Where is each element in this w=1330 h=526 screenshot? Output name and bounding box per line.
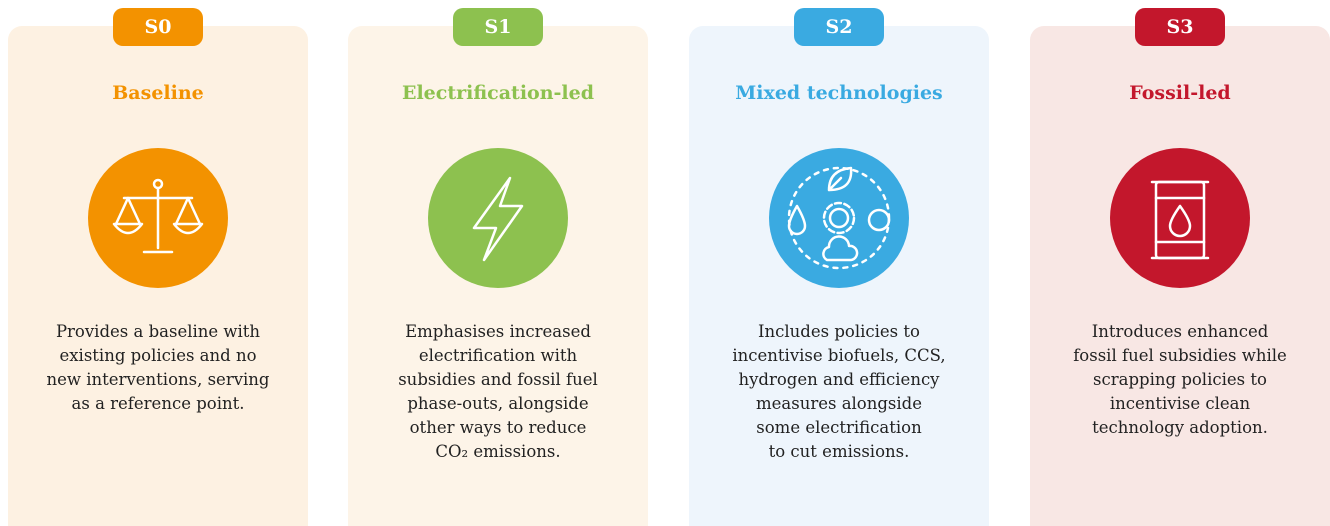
- description-line: incentivise biofuels, CCS,: [732, 346, 946, 365]
- scenario-card: S3 Fossil-led Introduces enhanced fossil …: [1030, 8, 1330, 526]
- description-line: technology adoption.: [1092, 418, 1268, 437]
- description-line: to cut emissions.: [768, 442, 910, 461]
- badge: S1: [453, 8, 543, 46]
- description-line: Includes policies to: [758, 322, 920, 341]
- barrel-icon: [1110, 148, 1250, 288]
- card-title: Electrification-led: [401, 82, 594, 104]
- description-line: some electrification: [756, 418, 922, 437]
- badge: S3: [1135, 8, 1225, 46]
- description-line: CO₂ emissions.: [435, 442, 561, 461]
- description-line: scrapping policies to: [1093, 370, 1267, 389]
- description: Includes policies to incentivise biofuels…: [689, 320, 989, 464]
- description-line: measures alongside: [755, 394, 922, 413]
- description-line: as a reference point.: [71, 394, 245, 413]
- description-line: Emphasises increased: [405, 322, 591, 341]
- description-line: incentivise clean: [1109, 394, 1251, 413]
- description: Emphasises increased electrification with…: [348, 320, 648, 464]
- scales-icon: [88, 148, 228, 288]
- description-line: hydrogen and efficiency: [738, 370, 940, 389]
- description: Provides a baseline with existing policie…: [8, 320, 308, 416]
- description-line: phase-outs, alongside: [407, 394, 589, 413]
- description-line: other ways to reduce: [409, 418, 587, 437]
- card-title: Fossil-led: [1129, 82, 1231, 104]
- scenario-card: S2 Mixed technologies Includes policies …: [689, 8, 989, 526]
- description-line: fossil fuel subsidies while: [1073, 346, 1287, 365]
- description-line: new interventions, serving: [46, 370, 270, 389]
- badge: S2: [794, 8, 884, 46]
- scenario-card: S0 Baseline Provides a baseline with exis…: [8, 8, 308, 526]
- card-title: Baseline: [112, 82, 204, 104]
- description-line: existing policies and no: [59, 346, 257, 365]
- description-line: electrification with: [418, 346, 578, 365]
- description-line: Provides a baseline with: [55, 322, 261, 341]
- lightning-icon: [428, 148, 568, 288]
- badge: S0: [113, 8, 203, 46]
- description: Introduces enhanced fossil fuel subsidies…: [1030, 320, 1330, 440]
- description-line: Introduces enhanced: [1091, 322, 1269, 341]
- scenario-card: S1 Electrification-led Emphasises increa…: [348, 8, 648, 526]
- mixed-tech-icon: [769, 148, 909, 288]
- description-line: subsidies and fossil fuel: [398, 370, 598, 389]
- card-title: Mixed technologies: [735, 82, 943, 104]
